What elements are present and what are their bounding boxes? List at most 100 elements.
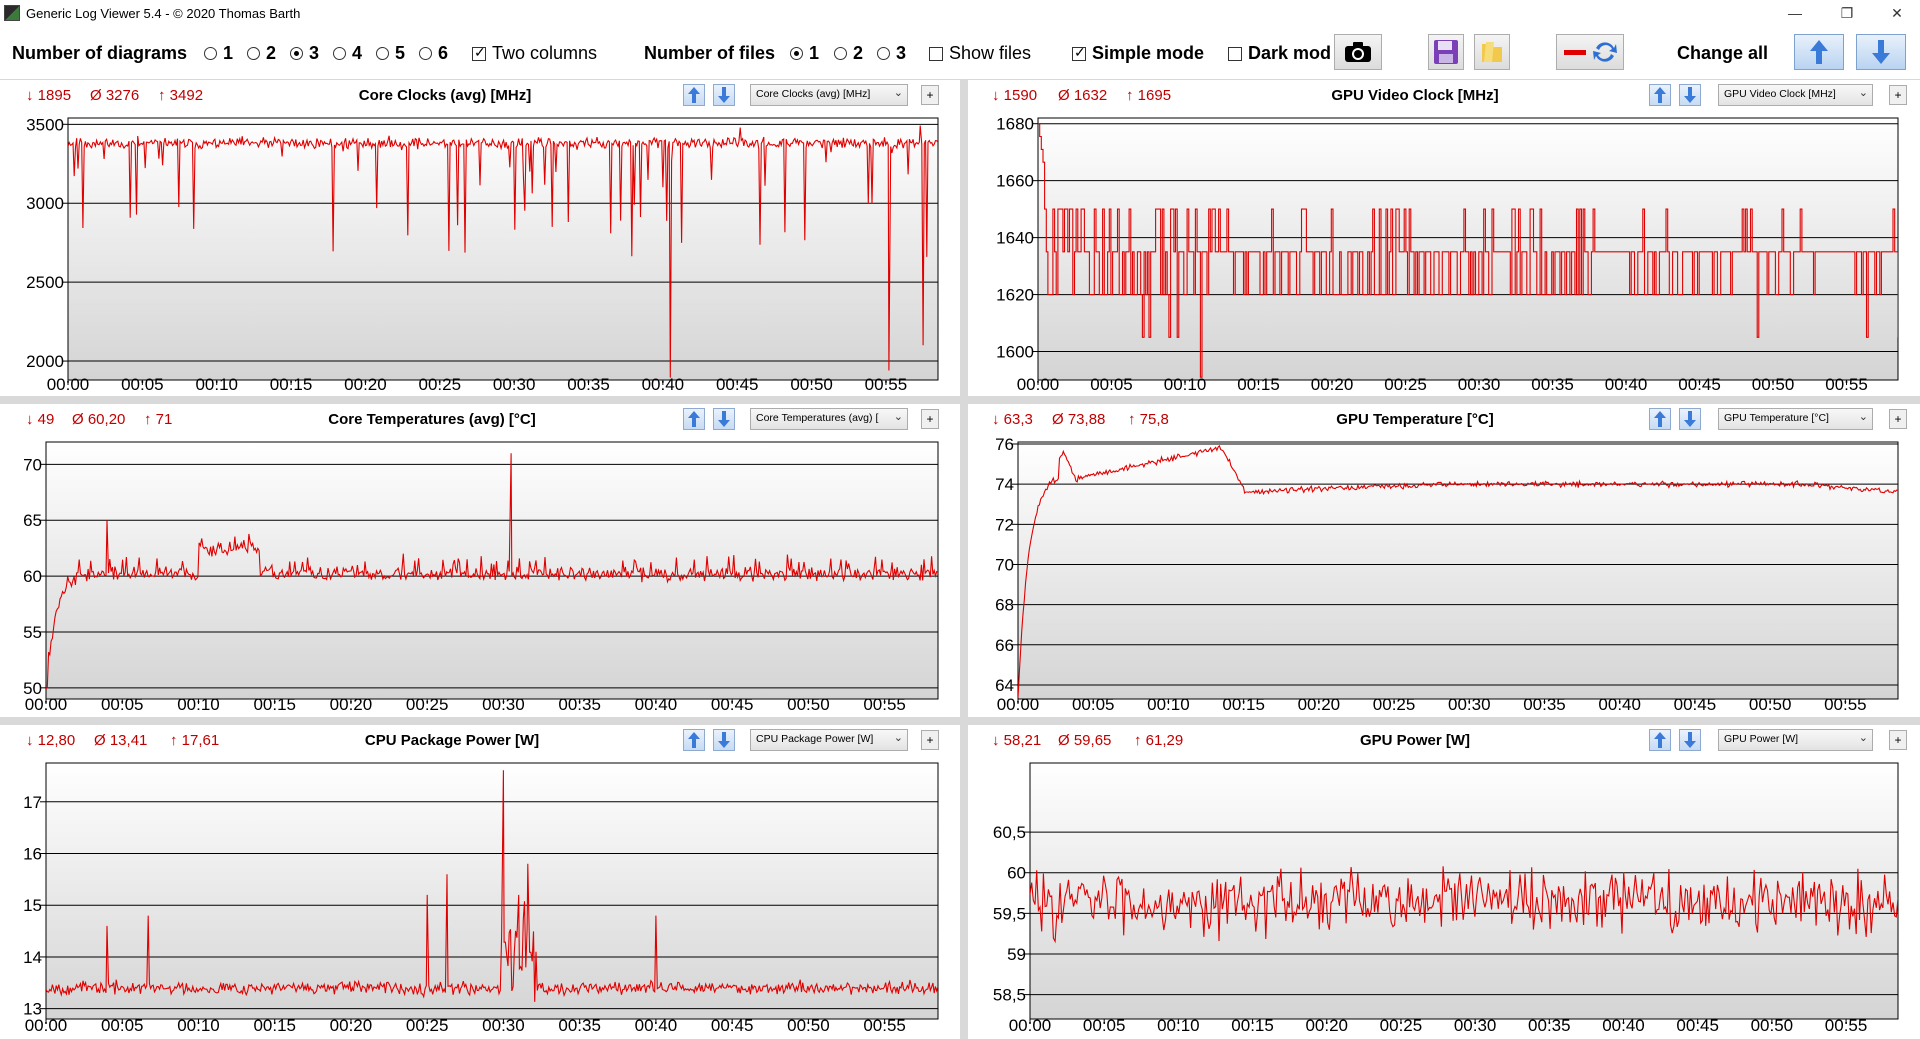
y-tick-label: 2000: [26, 352, 64, 371]
add-series-button[interactable]: +: [1889, 85, 1907, 105]
arrow-down-icon: [718, 732, 730, 748]
change-all-up-button[interactable]: [1794, 34, 1844, 70]
move-up-button[interactable]: [683, 408, 705, 430]
file-option-3[interactable]: 3: [877, 43, 906, 64]
x-tick-label: 00:05: [1090, 375, 1133, 394]
add-series-button[interactable]: +: [921, 409, 939, 429]
x-tick-label: 00:15: [1237, 375, 1280, 394]
x-tick-label: 00:50: [787, 1016, 830, 1035]
arrow-up-icon: [1654, 411, 1666, 427]
sensor-select[interactable]: Core Temperatures (avg) [⌄: [750, 408, 908, 430]
dark-mode-checkbox[interactable]: Dark mod: [1228, 43, 1331, 64]
x-tick-label: 00:15: [1231, 1016, 1274, 1035]
max-value: ↑ 17,61: [170, 732, 220, 749]
diagram-option-6[interactable]: 6: [419, 43, 448, 64]
radio-icon: [834, 47, 847, 60]
diagram-option-2[interactable]: 2: [247, 43, 276, 64]
move-down-button[interactable]: [713, 729, 735, 751]
x-tick-label: 00:10: [177, 695, 220, 714]
move-down-button[interactable]: [1679, 408, 1701, 430]
move-down-button[interactable]: [713, 408, 735, 430]
x-tick-label: 00:55: [1825, 1016, 1868, 1035]
diagram-option-5[interactable]: 5: [376, 43, 405, 64]
save-button[interactable]: [1428, 34, 1464, 70]
x-tick-label: 00:10: [1147, 695, 1190, 714]
plot-area: [1017, 441, 1899, 700]
column-divider[interactable]: [960, 80, 968, 1039]
y-tick-label: 50: [23, 679, 42, 698]
chevron-down-icon: ⌄: [893, 732, 903, 744]
arrow-down-icon: [718, 87, 730, 103]
x-tick-label: 00:35: [558, 695, 601, 714]
x-tick-label: 00:45: [711, 1016, 754, 1035]
x-tick-label: 00:35: [567, 375, 610, 394]
x-tick-label: 00:10: [195, 375, 238, 394]
add-series-button[interactable]: +: [921, 730, 939, 750]
x-tick-label: 00:35: [1523, 695, 1566, 714]
y-tick-label: 74: [995, 475, 1014, 494]
file-option-2[interactable]: 2: [834, 43, 863, 64]
row-divider-1[interactable]: [0, 396, 1920, 404]
minimize-button[interactable]: —: [1788, 5, 1802, 21]
close-button[interactable]: ✕: [1891, 4, 1903, 21]
avg-value: Ø 1632: [1058, 87, 1108, 104]
arrow-down-icon: [718, 411, 730, 427]
x-tick-label: 00:40: [1602, 1016, 1645, 1035]
sensor-select[interactable]: GPU Video Clock [MHz] ⌄: [1718, 84, 1873, 106]
y-tick-label: 14: [23, 948, 42, 967]
y-tick-label: 55: [23, 623, 42, 642]
diagram-option-1[interactable]: 1: [204, 43, 233, 64]
chevron-down-icon: ⌄: [1858, 411, 1868, 423]
sensor-select[interactable]: CPU Package Power [W] ⌄: [750, 729, 908, 751]
move-down-button[interactable]: [1679, 84, 1701, 106]
sensor-select[interactable]: GPU Power [W] ⌄: [1718, 729, 1873, 751]
x-tick-label: 00:15: [1222, 695, 1265, 714]
x-tick-label: 00:20: [1298, 695, 1341, 714]
move-up-button[interactable]: [683, 84, 705, 106]
line-style-swap-button[interactable]: [1556, 34, 1624, 70]
x-tick-label: 00:50: [790, 375, 833, 394]
x-tick-label: 00:35: [558, 1016, 601, 1035]
sensor-select[interactable]: GPU Temperature [°C] ⌄: [1718, 408, 1873, 430]
x-tick-label: 00:40: [635, 695, 678, 714]
move-down-button[interactable]: [713, 84, 735, 106]
x-tick-label: 00:30: [493, 375, 536, 394]
arrow-up-icon: [688, 87, 700, 103]
change-all-down-button[interactable]: [1856, 34, 1906, 70]
avg-value: Ø 59,65: [1058, 732, 1112, 749]
diagram-title: GPU Power [W]: [1359, 732, 1471, 749]
add-series-button[interactable]: +: [1889, 730, 1907, 750]
x-tick-label: 00:25: [406, 695, 449, 714]
y-tick-label: 58,5: [993, 986, 1026, 1005]
move-up-button[interactable]: [1649, 84, 1671, 106]
x-tick-label: 00:00: [1009, 1016, 1052, 1035]
diagram-option-4[interactable]: 4: [333, 43, 362, 64]
diagram-header: ↓ 58,21 Ø 59,65 ↑ 61,29 GPU Power [W] GP…: [968, 725, 1920, 755]
x-tick-label: 00:55: [1824, 695, 1867, 714]
chart-svg: 64 66 68 70 72 74 76 00:00 00:05 00:10 00:15 00:20 0…: [995, 435, 1899, 714]
x-tick-label: 00:45: [1676, 1016, 1719, 1035]
screenshot-button[interactable]: [1334, 34, 1382, 70]
move-up-button[interactable]: [1649, 408, 1671, 430]
arrow-up-icon: [1810, 40, 1828, 64]
move-up-button[interactable]: [683, 729, 705, 751]
diagram-gpu-power: ↓ 58,21 Ø 59,65 ↑ 61,29 GPU Power [W] GP…: [968, 725, 1920, 1039]
move-up-button[interactable]: [1649, 729, 1671, 751]
diagram-title: GPU Video Clock [MHz]: [1331, 87, 1499, 104]
add-series-button[interactable]: +: [921, 85, 939, 105]
add-series-button[interactable]: +: [1889, 409, 1907, 429]
show-files-checkbox[interactable]: Show files: [929, 43, 1031, 64]
row-divider-2[interactable]: [0, 717, 1920, 725]
open-folder-button[interactable]: [1474, 34, 1510, 70]
x-tick-label: 00:05: [101, 1016, 144, 1035]
sensor-select[interactable]: Core Clocks (avg) [MHz] ⌄: [750, 84, 908, 106]
arrow-down-icon: [1684, 732, 1696, 748]
diagram-option-3[interactable]: 3: [290, 43, 319, 64]
simple-mode-checkbox[interactable]: Simple mode: [1072, 43, 1204, 64]
move-down-button[interactable]: [1679, 729, 1701, 751]
two-columns-checkbox[interactable]: Two columns: [472, 43, 597, 64]
restore-button[interactable]: ❐: [1840, 4, 1854, 21]
max-value: ↑ 61,29: [1134, 732, 1184, 749]
y-tick-label: 60: [23, 567, 42, 586]
file-option-1[interactable]: 1: [790, 43, 819, 64]
